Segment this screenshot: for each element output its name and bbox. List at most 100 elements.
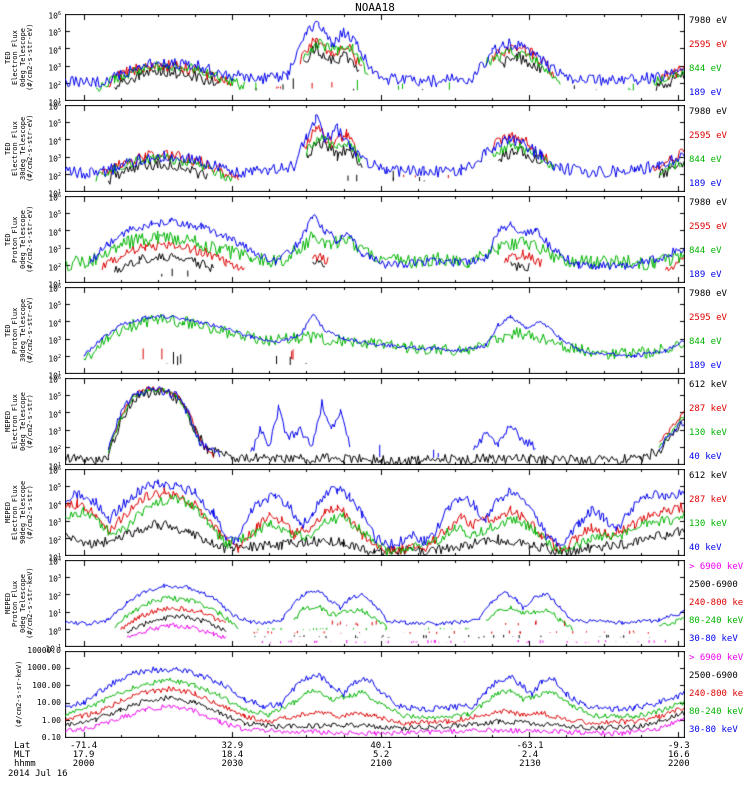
legend-entry: 2595 eV — [689, 222, 727, 232]
x-tick-value: 16.6 — [667, 750, 690, 760]
panel-canvas-meped-electron-0deg — [65, 378, 685, 465]
y-tick-label: 103 — [48, 574, 61, 585]
y-tick-label: 0.10 — [41, 733, 61, 742]
panel-canvas-meped-proton-0deg — [65, 560, 685, 647]
legend-entry: 844 eV — [689, 337, 722, 347]
y-tick-label: 102 — [48, 591, 61, 602]
x-tick-value: 17.9 — [72, 750, 95, 760]
legend-entry: 240-800 ke — [689, 689, 744, 699]
x-tick-value: 2.4 — [521, 750, 539, 760]
legend-entry: 612 keV — [689, 471, 727, 481]
legend-entry: 40 keV — [689, 452, 722, 462]
y-tick-label: 101 — [48, 609, 61, 619]
y-tick-label: 104 — [48, 227, 61, 238]
panel-canvas-ted-electron-30deg — [65, 105, 685, 192]
panel-legend-meped-proton-0deg: > 6900 keV 2500-6900 240-800 ke 80-240 keV 3… — [689, 560, 749, 647]
y-tick-label: 106 — [48, 466, 61, 476]
y-tick-label: 105 — [48, 119, 61, 130]
legend-entry: 2500-6900 — [689, 671, 738, 681]
legend-entry: > 6900 keV — [689, 653, 744, 663]
x-tick-value: 40.1 — [370, 741, 393, 751]
x-axis-row-lat: Lat -71.4 32.9 40.1 -63.1 -9.3 — [0, 742, 750, 751]
y-tick-label: 10-1 — [45, 644, 61, 654]
x-tick-value: 2000 — [72, 759, 95, 769]
legend-entry: 130 keV — [689, 428, 727, 438]
legend-entry: 189 eV — [689, 270, 722, 280]
x-axis-row-mlt: MLT 17.9 18.4 5.2 2.4 16.6 — [0, 751, 750, 760]
legend-entry: 844 eV — [689, 246, 722, 256]
panel-canvas-ted-electron-0deg — [65, 14, 685, 101]
y-tick-label: 105 — [48, 392, 61, 403]
legend-entry: 2595 eV — [689, 131, 727, 141]
y-tick-label: 104 — [48, 136, 61, 147]
y-tick-label: 105 — [48, 28, 61, 39]
y-tick-label: 103 — [48, 245, 61, 255]
legend-entry: 189 eV — [689, 88, 722, 98]
legend-entry: 30-80 keV — [689, 725, 738, 735]
x-tick-value: -63.1 — [516, 741, 544, 751]
y-tick-label: 102 — [48, 353, 61, 364]
y-tick-label: 10000.0 — [27, 646, 61, 655]
panel-canvas-meped-electron-90deg — [65, 469, 685, 556]
x-tick-value: 2100 — [370, 759, 393, 769]
y-tick-label: 103 — [48, 63, 61, 73]
y-tick-label: 10.00 — [36, 698, 61, 708]
y-tick-label: 105 — [48, 210, 61, 221]
y-tick-label: 102 — [48, 262, 61, 273]
panel-legend-ted-proton-30deg: 7980 eV 2595 eV 844 eV 189 eV — [689, 287, 749, 374]
y-tick-label: 101 — [48, 280, 61, 290]
y-tick-label: 106 — [48, 11, 61, 21]
legend-entry: 80-240 keV — [689, 616, 744, 626]
legend-entry: 287 keV — [689, 404, 727, 414]
x-tick-value: 2130 — [519, 759, 541, 769]
legend-entry: 7980 eV — [689, 16, 727, 26]
legend-entry: > 6900 keV — [689, 562, 744, 572]
x-tick-value: 32.9 — [221, 741, 244, 751]
y-tick-label: 102 — [48, 535, 61, 546]
y-tick-label: 101 — [48, 189, 61, 199]
y-tick-label: 104 — [48, 318, 61, 329]
y-tick-label: 103 — [48, 336, 61, 346]
y-tick-label: 106 — [48, 375, 61, 385]
legend-entry: 612 keV — [689, 380, 727, 390]
legend-entry: 80-240 keV — [689, 707, 744, 717]
y-tick-label: 101 — [48, 371, 61, 381]
y-tick-label: 101 — [48, 462, 61, 472]
x-tick-value: 18.4 — [221, 750, 244, 760]
y-tick-label: 104 — [48, 557, 61, 567]
y-tick-label: 104 — [48, 409, 61, 420]
panel-canvas-ted-proton-30deg — [65, 287, 685, 374]
legend-entry: 189 eV — [689, 361, 722, 371]
panel-legend-meped-proton-omni: > 6900 keV 2500-6900 240-800 ke 80-240 keV 3… — [689, 651, 749, 738]
panel-legend-ted-electron-0deg: 7980 eV 2595 eV 844 eV 189 eV — [689, 14, 749, 101]
legend-entry: 844 eV — [689, 155, 722, 165]
legend-entry: 287 keV — [689, 495, 727, 505]
page-title: NOAA18 — [355, 1, 395, 14]
date-label: 2014 Jul 16 — [8, 769, 68, 779]
legend-entry: 189 eV — [689, 179, 722, 189]
x-axis-row-label: MLT — [14, 750, 31, 760]
panel-legend-meped-electron-0deg: 612 keV 287 keV 130 keV 40 keV — [689, 378, 749, 465]
x-axis-row-label: Lat — [14, 741, 31, 751]
legend-entry: 240-800 ke — [689, 598, 744, 608]
y-tick-label: 101 — [48, 553, 61, 563]
legend-entry: 7980 eV — [689, 107, 727, 117]
y-tick-label: 102 — [48, 80, 61, 91]
y-tick-label: 102 — [48, 171, 61, 182]
x-tick-value: -71.4 — [70, 741, 98, 751]
y-tick-label: 106 — [48, 284, 61, 294]
y-tick-label: 103 — [48, 154, 61, 164]
y-tick-label: 106 — [48, 102, 61, 112]
y-tick-label: 1.00 — [41, 715, 61, 725]
legend-entry: 40 keV — [689, 543, 722, 553]
y-tick-label: 100.00 — [32, 680, 61, 690]
panel-legend-ted-proton-0deg: 7980 eV 2595 eV 844 eV 189 eV — [689, 196, 749, 283]
legend-entry: 7980 eV — [689, 198, 727, 208]
legend-entry: 844 eV — [689, 64, 722, 74]
y-tick-label: 101 — [48, 98, 61, 108]
panel-legend-meped-electron-90deg: 612 keV 287 keV 130 keV 40 keV — [689, 469, 749, 556]
y-tick-label: 1000.00 — [27, 663, 61, 673]
x-tick-value: -9.3 — [667, 741, 690, 751]
x-tick-value: 2030 — [221, 759, 244, 769]
